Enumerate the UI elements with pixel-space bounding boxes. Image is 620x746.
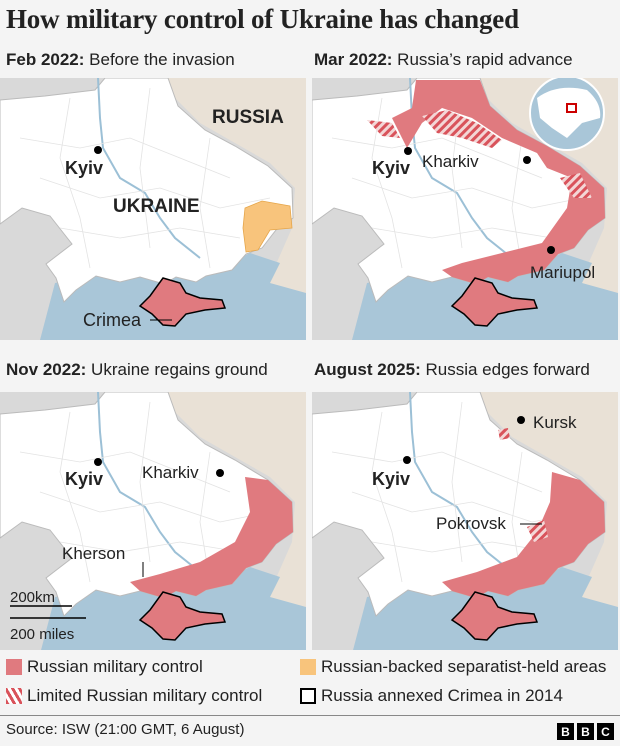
panel-title-nov-2022: Nov 2022: Ukraine regains ground xyxy=(6,360,268,379)
kursk-marker xyxy=(517,416,525,424)
kyiv-marker xyxy=(94,146,102,154)
separatist-area xyxy=(242,200,293,253)
hatch-swatch-icon xyxy=(6,688,22,704)
limited-control-area xyxy=(560,173,592,198)
map-nov-2022: Kyiv Kharkiv Kherson 200km 200 miles xyxy=(0,392,306,650)
map-mar-2022: Kyiv Kharkiv Mariupol xyxy=(312,78,618,340)
kursk-label: Kursk xyxy=(533,413,577,432)
outline-swatch-icon xyxy=(300,688,316,704)
map-feb-2022: Kyiv RUSSIA UKRAINE Crimea xyxy=(0,78,306,340)
chart-title: How military control of Ukraine has chan… xyxy=(6,4,519,34)
kherson-label: Kherson xyxy=(62,544,125,563)
russian-control-area xyxy=(442,472,605,598)
kursk-limited-control-area xyxy=(498,428,510,440)
divider xyxy=(0,715,620,716)
globe-locator-inset xyxy=(529,78,605,151)
kharkiv-marker xyxy=(216,469,224,477)
kyiv-marker xyxy=(404,147,412,155)
scale-km-label: 200km xyxy=(10,589,55,606)
scale-miles-label: 200 miles xyxy=(10,626,74,643)
ukraine-label: UKRAINE xyxy=(113,196,200,217)
kyiv-label: Kyiv xyxy=(372,158,410,178)
kyiv-marker xyxy=(403,456,411,464)
orange-swatch-icon xyxy=(300,659,316,675)
pokrovsk-label: Pokrovsk xyxy=(436,514,506,533)
red-swatch-icon xyxy=(6,659,22,675)
panel-title-feb-2022: Feb 2022: Before the invasion xyxy=(6,50,235,69)
kyiv-label: Kyiv xyxy=(372,469,410,489)
russian-control-area xyxy=(392,80,605,284)
kyiv-label: Kyiv xyxy=(65,158,103,178)
limited-control-area xyxy=(422,110,502,148)
source-note: Source: ISW (21:00 GMT, 6 August) xyxy=(6,721,245,738)
crimea-label: Crimea xyxy=(83,310,142,330)
kyiv-label: Kyiv xyxy=(65,469,103,489)
russian-control-area xyxy=(130,477,293,598)
limited-control-area xyxy=(527,520,548,542)
russia-label: RUSSIA xyxy=(212,107,284,128)
legend-russian-control: Russian military control xyxy=(6,657,203,677)
kyiv-marker xyxy=(94,458,102,466)
kharkiv-label: Kharkiv xyxy=(422,152,479,171)
legend-crimea-annexed: Russia annexed Crimea in 2014 xyxy=(300,686,563,706)
limited-control-area xyxy=(367,120,400,138)
panel-title-mar-2022: Mar 2022: Russia’s rapid advance xyxy=(314,50,573,69)
legend-limited-control: Limited Russian military control xyxy=(6,686,262,706)
map-aug-2025: Kursk Kyiv Pokrovsk xyxy=(312,392,618,650)
mariupol-marker xyxy=(547,246,555,254)
kharkiv-label: Kharkiv xyxy=(142,463,199,482)
panel-title-aug-2025: August 2025: Russia edges forward xyxy=(314,360,590,379)
kharkiv-marker xyxy=(523,156,531,164)
mariupol-label: Mariupol xyxy=(530,263,595,282)
legend-separatist: Russian-backed separatist-held areas xyxy=(300,657,606,677)
